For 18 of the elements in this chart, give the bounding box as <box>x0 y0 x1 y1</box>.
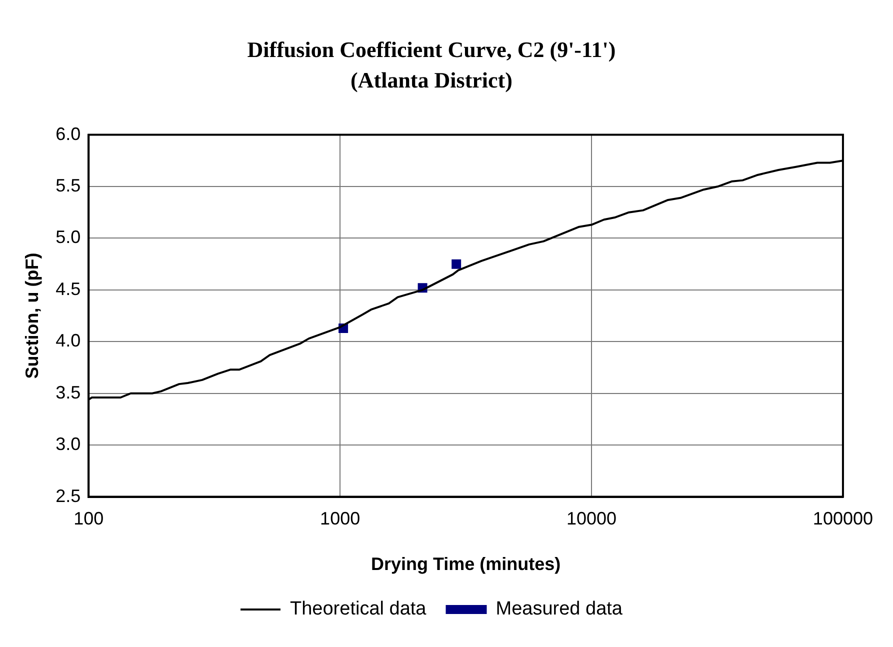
chart-title: Diffusion Coefficient Curve, C2 (9'-11') <box>247 36 616 62</box>
x-tick-label: 100000 <box>812 508 874 529</box>
y-tick-label: 2.5 <box>56 486 81 506</box>
y-tick-label: 5.5 <box>56 175 81 196</box>
legend-label: Theoretical data <box>290 598 427 620</box>
x-tick-label: 1000 <box>320 508 360 529</box>
y-axis-title: Suction, u (pF) <box>22 252 42 379</box>
x-axis-title: Drying Time (minutes) <box>370 554 561 574</box>
x-tick-label: 10000 <box>566 508 617 529</box>
y-tick-label: 4.5 <box>56 278 81 299</box>
y-tick-label: 5.0 <box>56 227 81 248</box>
legend-label: Measured data <box>496 598 623 620</box>
y-tick-label: 6.0 <box>56 124 81 144</box>
y-tick-label: 3.0 <box>56 434 81 454</box>
chart-subtitle: (Atlanta District) <box>350 67 512 92</box>
y-tick-label: 3.5 <box>56 382 81 402</box>
y-tick-label: 4.0 <box>56 330 81 351</box>
x-tick-label: 100 <box>74 508 104 529</box>
